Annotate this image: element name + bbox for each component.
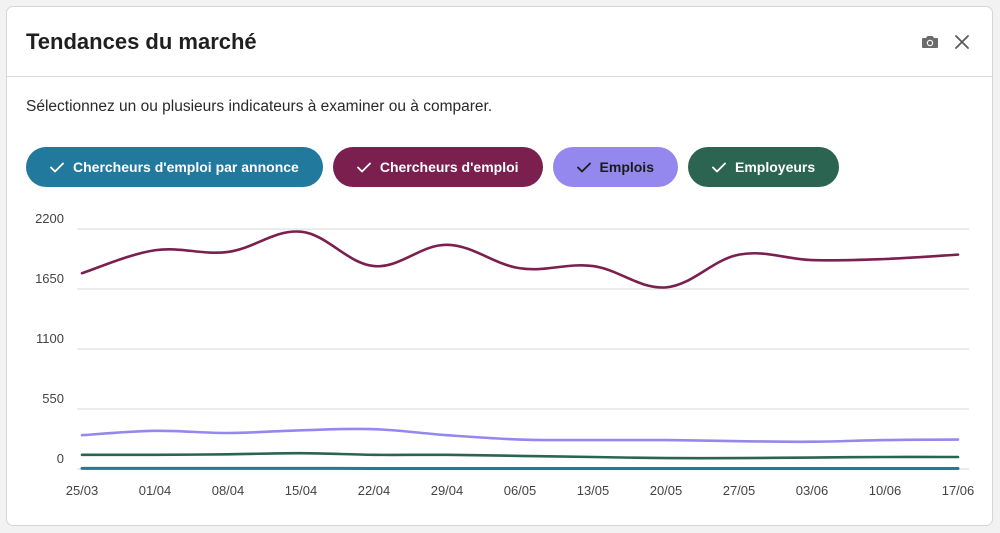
y-tick-label: 1650: [35, 271, 64, 286]
chip-label: Employeurs: [735, 159, 816, 175]
panel-title: Tendances du marché: [26, 29, 257, 54]
x-tick-label: 13/05: [577, 483, 610, 498]
x-tick-label: 27/05: [723, 483, 756, 498]
indicator-chips: Chercheurs d'emploi par annonce Chercheu…: [26, 147, 840, 187]
chip-label: Chercheurs d'emploi: [379, 159, 519, 175]
series-line-1: [80, 230, 960, 289]
camera-icon[interactable]: [919, 31, 941, 53]
chip-job-seekers[interactable]: Chercheurs d'emploi: [332, 147, 543, 187]
x-tick-label: 01/04: [139, 483, 172, 498]
market-trends-chart: 0 550 1100 1650 2200 25/03 01/04 08/04 15/04 22/0…: [35, 211, 975, 498]
y-tick-label: 1100: [36, 331, 64, 346]
chip-label: Chercheurs d'emploi par annonce: [73, 159, 299, 175]
panel-instructions: Sélectionnez un ou plusieurs indicateurs…: [26, 98, 493, 115]
check-icon: [356, 162, 371, 172]
chip-label: Emplois: [599, 159, 654, 175]
x-tick-label: 06/05: [504, 483, 537, 498]
check-icon: [50, 162, 64, 172]
check-icon: [576, 162, 591, 172]
x-tick-label: 25/03: [66, 483, 99, 498]
header-actions: [919, 31, 973, 53]
series-line-3: [80, 451, 960, 460]
chip-employers[interactable]: Employeurs: [688, 147, 840, 187]
x-tick-label: 29/04: [431, 483, 464, 498]
series-line-2: [80, 427, 960, 444]
x-tick-label: 15/04: [285, 483, 318, 498]
x-tick-label: 10/06: [869, 483, 902, 498]
chip-jobs[interactable]: Emplois: [552, 147, 678, 187]
market-trends-panel: Tendances du marché Sélectionnez un ou p…: [6, 6, 993, 526]
x-tick-label: 20/05: [650, 483, 683, 498]
x-tick-label: 08/04: [212, 483, 245, 498]
chip-job-seekers-per-posting[interactable]: Chercheurs d'emploi par annonce: [26, 147, 323, 187]
x-tick-label: 03/06: [796, 483, 829, 498]
panel-header: Tendances du marché: [7, 7, 992, 77]
check-icon: [712, 162, 726, 172]
x-tick-label: 22/04: [358, 483, 391, 498]
y-tick-label: 0: [57, 451, 64, 466]
y-tick-label: 550: [42, 391, 64, 406]
x-tick-label: 17/06: [942, 483, 975, 498]
y-tick-label: 2200: [35, 211, 64, 226]
close-icon[interactable]: [951, 31, 973, 53]
